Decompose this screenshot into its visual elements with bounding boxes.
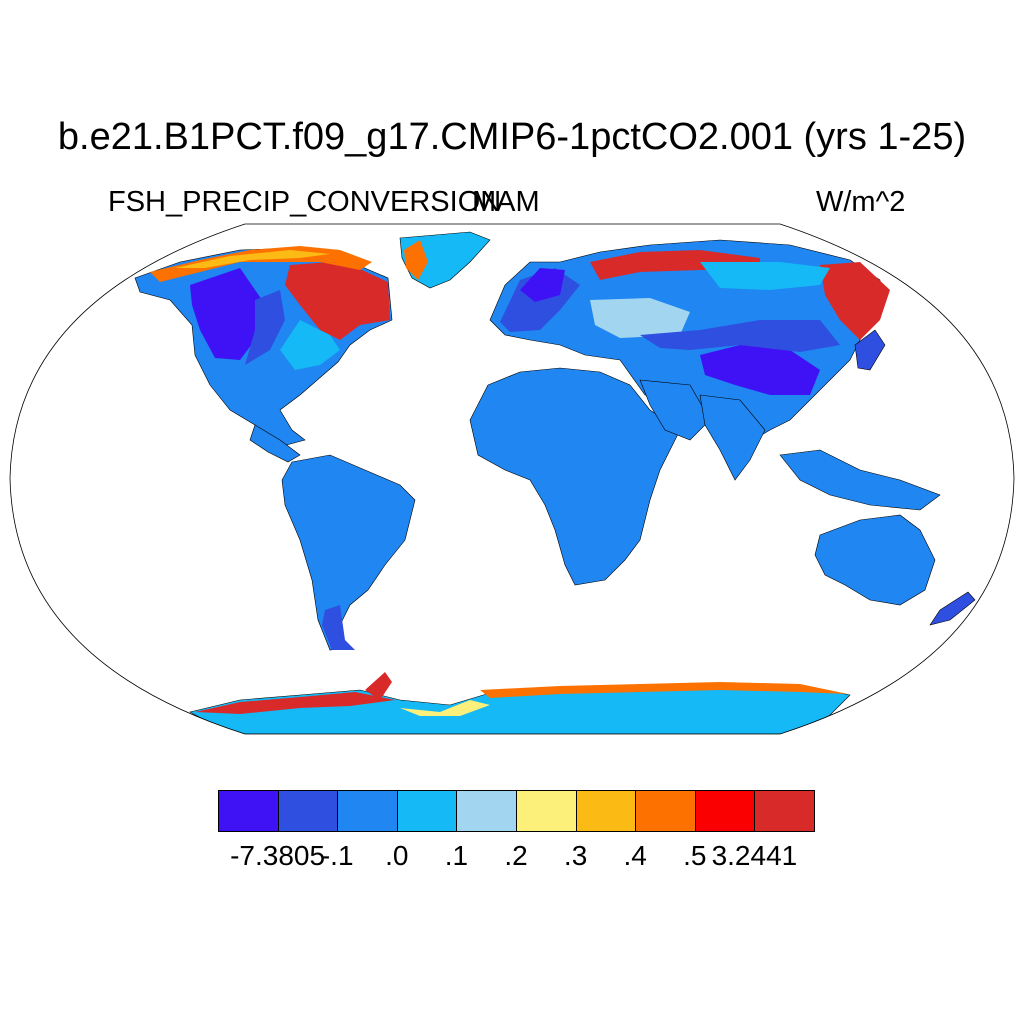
central-asia-light (590, 298, 690, 338)
colorbar-tick-label: .0 (385, 840, 409, 871)
colorbar-swatch (516, 790, 577, 832)
colorbar-tick-label: -7.3805 (230, 840, 326, 871)
russia-north-red (590, 250, 760, 280)
colorbar-tick-label: .1 (444, 840, 469, 871)
colorbar-swatch (754, 790, 815, 832)
colorbar-swatch (218, 790, 279, 832)
colorbar-swatch (337, 790, 398, 832)
india (699, 394, 766, 481)
colorbar-swatch (635, 790, 696, 832)
colorbar-tick-label: -.1 (320, 840, 354, 871)
colorbar-tick-label: 3.2441 (711, 840, 798, 871)
map-border (9, 223, 1015, 735)
antarctica-edge-yellow (400, 700, 490, 716)
units-label: W/m^2 (816, 186, 906, 218)
antarctic-peninsula (365, 672, 392, 700)
colorbar-swatch (694, 790, 756, 832)
japan (854, 329, 886, 371)
siberia-east-red (820, 262, 890, 340)
scandinavia-dark (520, 268, 565, 302)
south-america (281, 454, 416, 651)
arabia (639, 379, 711, 441)
plot-title: b.e21.B1PCT.f09_g17.CMIP6-1pctCO2.001 (y… (57, 116, 967, 158)
africa (469, 367, 681, 586)
na-east-mix (280, 320, 340, 370)
new-zealand (929, 591, 976, 626)
siberia-cyan (700, 262, 830, 290)
na-canada-red (285, 262, 390, 340)
colorbar-swatch (396, 790, 458, 832)
greenland (399, 231, 491, 289)
season-label: MAM (472, 186, 540, 218)
colorbar-tick-label: .2 (504, 840, 528, 871)
na-west-negative (190, 268, 262, 360)
na-arctic-yellow (175, 250, 330, 268)
colorbar-swatch (456, 790, 517, 832)
asia-mid-blue (640, 320, 840, 352)
australia (814, 514, 936, 606)
land-layer (134, 231, 976, 734)
colorbar-swatch (575, 790, 637, 832)
colorbar-tick-label: .3 (563, 840, 588, 871)
greenland-edge (404, 240, 428, 280)
china-negative (700, 345, 820, 395)
variable-label: FSH_PRECIP_CONVERSION (108, 186, 502, 218)
colorbar-tick-label: .4 (623, 840, 647, 871)
sa-south-tip (322, 605, 355, 650)
antarctica-edge-red (195, 692, 395, 714)
colorbar-tick-label: .5 (683, 840, 707, 871)
colorbar-swatch (277, 790, 339, 832)
antarctica-edge-orange (480, 682, 848, 698)
central-america (249, 424, 301, 463)
na-west-mid (245, 290, 285, 365)
sea-islands (779, 449, 941, 511)
